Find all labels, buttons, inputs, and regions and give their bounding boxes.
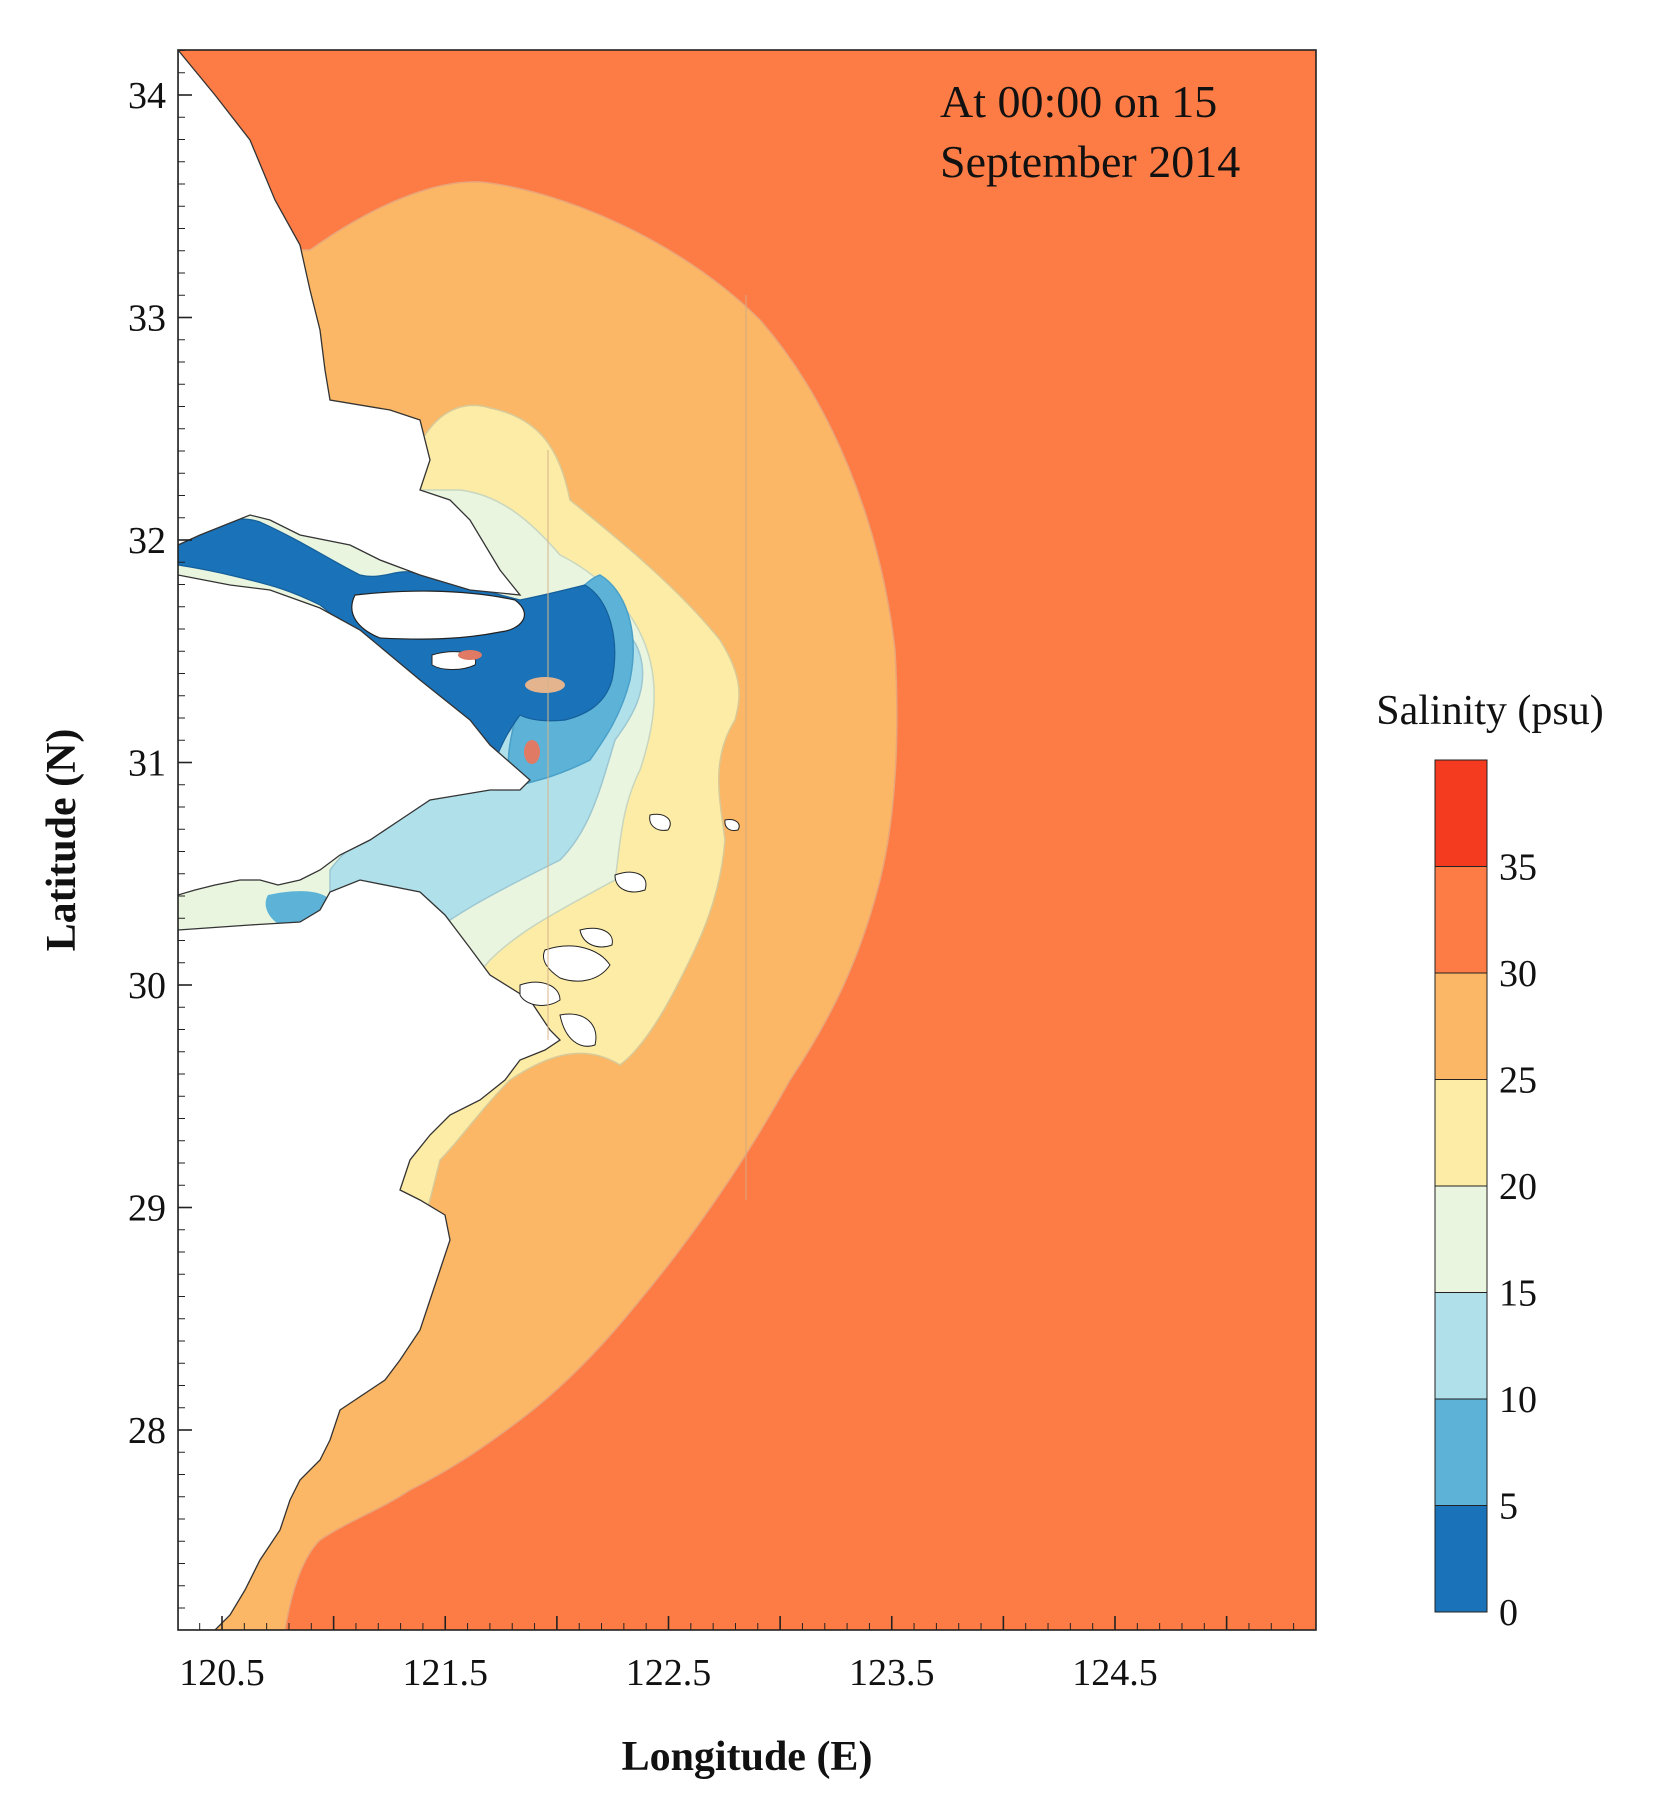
shoal-2 bbox=[458, 650, 482, 660]
x-tick-label: 121.5 bbox=[403, 1652, 489, 1694]
colorbar-swatch bbox=[1434, 1079, 1488, 1187]
date-annotation-line-1: At 00:00 on 15 bbox=[940, 76, 1217, 127]
x-axis: 120.5 121.5 122.5 123.5 124.5 bbox=[179, 1616, 1317, 1694]
land-zhejiang bbox=[178, 879, 562, 1630]
colorbar-swatch bbox=[1434, 1398, 1488, 1506]
colorbar-level-label: 15 bbox=[1499, 1273, 1537, 1315]
salinity-map bbox=[178, 50, 1316, 1630]
colorbar-swatch bbox=[1434, 1185, 1488, 1293]
y-tick-label: 31 bbox=[128, 743, 166, 785]
land-shanghai bbox=[178, 574, 531, 896]
shoal-3 bbox=[524, 740, 540, 764]
island-zhoushan-2 bbox=[519, 981, 561, 1006]
y-tick-label: 30 bbox=[128, 965, 166, 1007]
colorbar-level-label: 20 bbox=[1499, 1166, 1537, 1208]
island-chongming bbox=[351, 590, 526, 640]
colorbar-level-label: 5 bbox=[1499, 1486, 1518, 1528]
land-mainland bbox=[178, 50, 522, 596]
colorbar-swatch bbox=[1434, 866, 1488, 974]
colorbar-title: Salinity (psu) bbox=[1376, 688, 1604, 734]
shoal-1 bbox=[525, 677, 565, 693]
y-tick-label: 28 bbox=[128, 1410, 166, 1452]
colorbar-level-label: 0 bbox=[1499, 1592, 1518, 1634]
date-annotation-line-2: September 2014 bbox=[940, 136, 1240, 187]
colorbar-swatch bbox=[1434, 759, 1488, 867]
plot-frame bbox=[177, 49, 1317, 1631]
island-zhoushan-6 bbox=[724, 819, 740, 831]
y-tick-label: 34 bbox=[128, 75, 166, 117]
zone-estuary-5-10-south bbox=[265, 891, 330, 925]
colorbar-level-label: 10 bbox=[1499, 1379, 1537, 1421]
x-tick-label: 124.5 bbox=[1072, 1652, 1158, 1694]
colorbar-level-label: 25 bbox=[1499, 1060, 1537, 1102]
y-tick-label: 32 bbox=[128, 520, 166, 562]
y-axis: 28 29 30 31 32 33 34 bbox=[128, 50, 192, 1609]
island-zhoushan-5 bbox=[649, 813, 671, 831]
colorbar-swatch bbox=[1434, 1505, 1488, 1613]
colorbar-level-label: 35 bbox=[1499, 847, 1537, 889]
x-tick-label: 123.5 bbox=[849, 1652, 935, 1694]
y-axis-title: Latitude (N) bbox=[39, 729, 85, 952]
x-axis-title: Longitude (E) bbox=[622, 1734, 873, 1780]
colorbar-swatch bbox=[1434, 972, 1488, 1080]
colorbar-level-label: 30 bbox=[1499, 953, 1537, 995]
x-tick-label: 122.5 bbox=[626, 1652, 712, 1694]
y-tick-label: 29 bbox=[128, 1188, 166, 1230]
colorbar-swatch bbox=[1434, 1292, 1488, 1400]
island-zhoushan-1 bbox=[543, 945, 611, 982]
island-zhoushan-4 bbox=[579, 927, 613, 948]
x-tick-label: 120.5 bbox=[179, 1652, 265, 1694]
island-zhoushan-7 bbox=[559, 1013, 597, 1047]
island-zhoushan-3 bbox=[614, 871, 647, 893]
y-tick-label: 33 bbox=[128, 298, 166, 340]
colorbar: 0 5 10 15 20 25 30 35 bbox=[1434, 759, 1537, 1634]
